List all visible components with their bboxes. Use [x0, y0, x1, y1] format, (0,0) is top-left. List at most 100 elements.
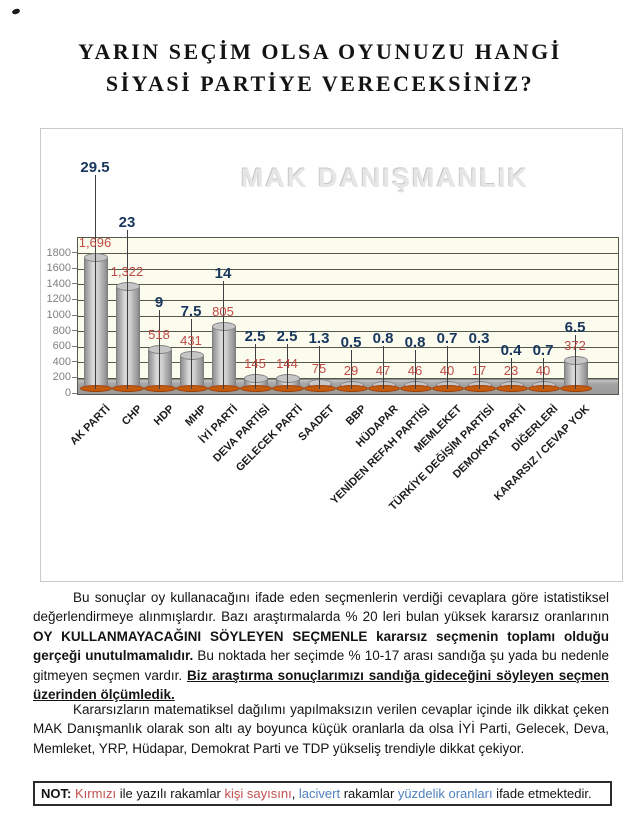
gridline — [78, 377, 618, 379]
leader-line — [159, 310, 160, 389]
bar-pedestal — [272, 385, 304, 392]
count-label: 40 — [535, 363, 551, 378]
percent-label: 1.3 — [308, 330, 330, 347]
text-segment: , — [291, 786, 299, 801]
bar-hdp — [148, 345, 172, 389]
percent-label: 9 — [154, 294, 164, 311]
bar-pedestal — [336, 385, 368, 392]
leader-line — [191, 319, 192, 389]
y-axis-tick-mark — [72, 392, 77, 394]
page-title-line1: YARIN SEÇİM OLSA OYUNUZU HANGİ — [78, 39, 562, 64]
count-label: 46 — [407, 363, 423, 378]
x-category-label: MHP — [182, 403, 209, 429]
count-label: 29 — [343, 363, 359, 378]
percent-label: 0.5 — [340, 334, 362, 351]
x-category-label: HDP — [151, 403, 177, 428]
count-label: 518 — [148, 327, 170, 342]
y-axis-tick-label: 200 — [52, 371, 71, 384]
count-label: 144 — [276, 356, 298, 371]
y-axis-tick-mark — [72, 298, 77, 300]
leader-line — [447, 346, 448, 389]
leader-line — [255, 344, 256, 389]
text-segment: lacivert — [298, 786, 341, 801]
bar-pedestal — [464, 385, 496, 392]
gridline — [78, 299, 618, 301]
gridline — [78, 331, 618, 333]
gridline — [78, 315, 618, 317]
text-segment: Kırmızı — [71, 786, 117, 801]
bar-pedestal — [80, 385, 112, 392]
percent-label: 0.8 — [372, 330, 394, 347]
text-segment: ifade etmektedir. — [492, 786, 592, 801]
y-axis-tick-label: 800 — [52, 324, 71, 337]
leader-line — [287, 344, 288, 389]
percent-label: 0.4 — [500, 342, 522, 359]
text-segment: Bu noktada her seçimde % 10-17 arası san… — [33, 648, 609, 683]
y-axis-tick-mark — [72, 283, 77, 285]
percent-label: 0.8 — [404, 334, 426, 351]
percent-label: 0.7 — [436, 330, 458, 347]
bar-pedestal — [400, 385, 432, 392]
text-segment: Kararsızların matematiksel dağılımı yapı… — [33, 702, 609, 756]
leader-line — [543, 358, 544, 389]
gridline — [78, 284, 618, 286]
bar-pedestal — [208, 385, 240, 392]
x-category-label: CHP — [119, 403, 145, 428]
bar-pedestal — [368, 385, 400, 392]
ink-blot — [11, 8, 21, 15]
x-category-label: DEVA PARTİSİ — [210, 403, 273, 465]
gridline — [78, 346, 618, 348]
gridline — [78, 268, 618, 270]
percent-label: 0.3 — [468, 330, 490, 347]
bar-pedestal — [496, 385, 528, 392]
count-label: 372 — [564, 338, 586, 353]
count-label: 1,696 — [78, 235, 112, 250]
text-segment: rakamlar — [340, 786, 398, 801]
bar-pedestal — [560, 385, 592, 392]
gridline — [78, 253, 618, 255]
text-segment: Biz araştırma sonuçlarımızı sandığa gide… — [33, 667, 609, 703]
percent-label: 7.5 — [180, 303, 202, 320]
y-axis-tick-mark — [72, 252, 77, 254]
y-axis-tick-mark — [72, 361, 77, 363]
leader-line — [351, 350, 352, 389]
leader-line — [511, 358, 512, 389]
count-label: 17 — [471, 363, 487, 378]
bar-pedestal — [176, 385, 208, 392]
leader-line — [383, 346, 384, 389]
y-axis-tick-label: 400 — [52, 355, 71, 368]
bar-pedestal — [528, 385, 560, 392]
leader-line — [415, 350, 416, 389]
y-axis-tick-label: 1600 — [46, 262, 71, 275]
count-label: 145 — [244, 356, 266, 371]
y-axis-tick-mark — [72, 330, 77, 332]
text-segment: NOT: — [41, 786, 72, 801]
x-category-label: AK PARTİ — [67, 403, 113, 448]
text-segment: OY KULLANMAYACAĞINI SÖYLEYEN SEÇMENLE ka… — [33, 628, 609, 664]
text-segment: Bu sonuçlar oy kullanacağını ifade eden … — [33, 590, 609, 625]
leader-line — [95, 175, 96, 389]
text-segment: kişi sayısını — [224, 786, 292, 801]
bar-i-yi-parti- — [212, 322, 236, 389]
watermark-mak-danismanlik: MAK DANIŞMANLIK — [241, 163, 529, 193]
leader-line — [127, 230, 128, 389]
percent-label: 29.5 — [80, 159, 110, 176]
leader-line — [479, 346, 480, 389]
y-axis-tick-mark — [72, 376, 77, 378]
y-axis-tick-label: 1400 — [46, 277, 71, 290]
percent-label: 6.5 — [564, 319, 586, 336]
x-category-label: BBP — [343, 403, 369, 428]
gridline — [78, 362, 618, 364]
count-label: 75 — [311, 361, 327, 376]
count-label: 47 — [375, 363, 391, 378]
y-axis-tick-label: 1200 — [46, 293, 71, 306]
percent-label: 14 — [214, 265, 232, 282]
count-label: 431 — [180, 333, 202, 348]
paragraph-trend: Kararsızların matematiksel dağılımı yapı… — [33, 700, 609, 758]
y-axis-tick-label: 0 — [64, 387, 71, 399]
leader-line — [575, 335, 576, 389]
y-axis-tick-label: 1800 — [46, 246, 71, 259]
paragraph-methodology: Bu sonuçlar oy kullanacağını ifade eden … — [33, 588, 609, 705]
poll-bar-chart: MAK DANIŞMANLIK 0 200 400 600 800 1000 1200 140… — [40, 128, 623, 582]
count-label: 40 — [439, 363, 455, 378]
